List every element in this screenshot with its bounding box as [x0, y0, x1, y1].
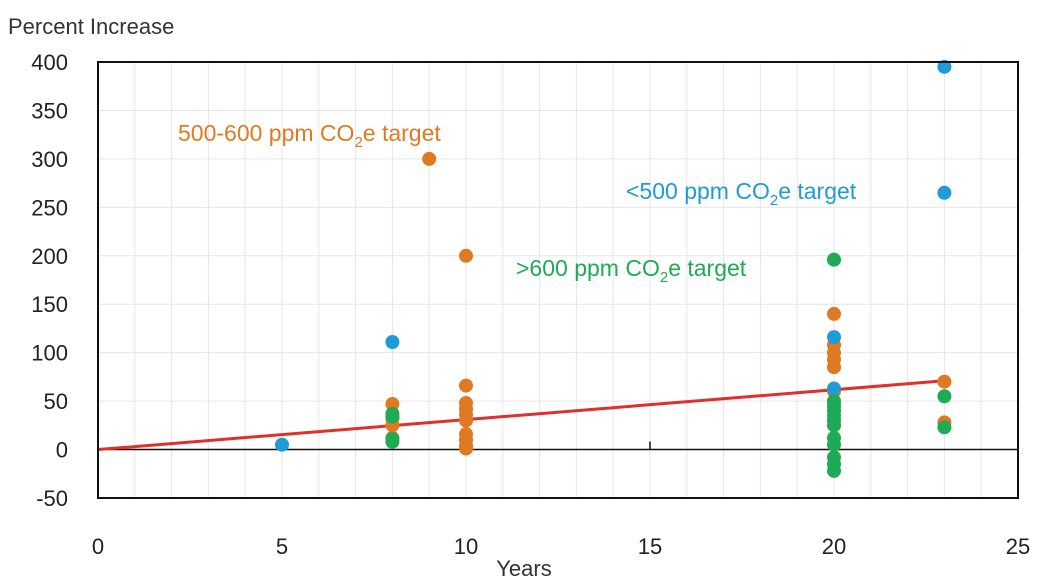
- x-tick-label: 0: [92, 534, 104, 559]
- grid-lines: [98, 61, 1018, 499]
- annotation-orange-target: 500-600 ppm CO2e target: [178, 120, 441, 151]
- x-tick-label: 5: [276, 534, 288, 559]
- x-tick-label: 10: [454, 534, 478, 559]
- data-point-blue: [385, 335, 400, 350]
- data-point-orange: [459, 441, 473, 456]
- data-point-green: [827, 252, 841, 267]
- y-axis-title: Percent Increase: [8, 14, 174, 39]
- x-tick-label: 15: [638, 534, 662, 559]
- trendline: [97, 379, 945, 452]
- y-tick-label: 250: [31, 195, 68, 220]
- axis-ticks: [281, 441, 835, 450]
- x-tick-labels: 0 5 10 15 20 25: [92, 534, 1030, 559]
- y-tick-label: 350: [31, 98, 68, 123]
- x-axis-title: Years: [496, 556, 551, 581]
- y-tick-label: 50: [44, 389, 68, 414]
- data-point-orange: [422, 151, 437, 166]
- data-point-blue: [937, 59, 952, 74]
- data-point-green: [385, 434, 400, 449]
- data-point-green: [827, 437, 841, 452]
- data-point-blue: [827, 381, 841, 396]
- data-point-orange: [827, 306, 841, 321]
- data-point-orange: [459, 248, 473, 263]
- y-tick-label: 400: [31, 50, 68, 75]
- data-point-orange: [459, 378, 473, 393]
- data-point-green: [827, 418, 841, 433]
- data-point-blue: [275, 437, 289, 452]
- data-point-blue: [937, 185, 952, 200]
- annotation-green-target: >600 ppm CO2e target: [516, 255, 747, 286]
- y-tick-labels: 400 350 300 250 200 150 100 50 0 -50: [31, 50, 68, 511]
- data-point-green: [937, 389, 952, 404]
- y-tick-label: 100: [31, 341, 68, 366]
- data-point-orange: [385, 397, 400, 412]
- data-point-green: [385, 409, 400, 424]
- data-points: [275, 59, 952, 478]
- trendline-group: [97, 379, 945, 452]
- data-point-blue: [827, 330, 841, 345]
- y-tick-label: -50: [36, 486, 68, 511]
- annotation-blue-target: <500 ppm CO2e target: [626, 178, 857, 209]
- data-point-orange: [937, 374, 952, 389]
- data-point-green: [827, 463, 841, 478]
- data-point-orange: [827, 360, 841, 375]
- x-tick-label: 20: [822, 534, 846, 559]
- data-point-green: [937, 420, 952, 435]
- y-tick-label: 150: [31, 292, 68, 317]
- data-point-orange: [459, 413, 473, 428]
- plot-frame: [97, 61, 1019, 499]
- y-tick-label: 0: [56, 438, 68, 463]
- y-tick-label: 200: [31, 244, 68, 269]
- y-tick-label: 300: [31, 147, 68, 172]
- x-tick-label: 25: [1006, 534, 1030, 559]
